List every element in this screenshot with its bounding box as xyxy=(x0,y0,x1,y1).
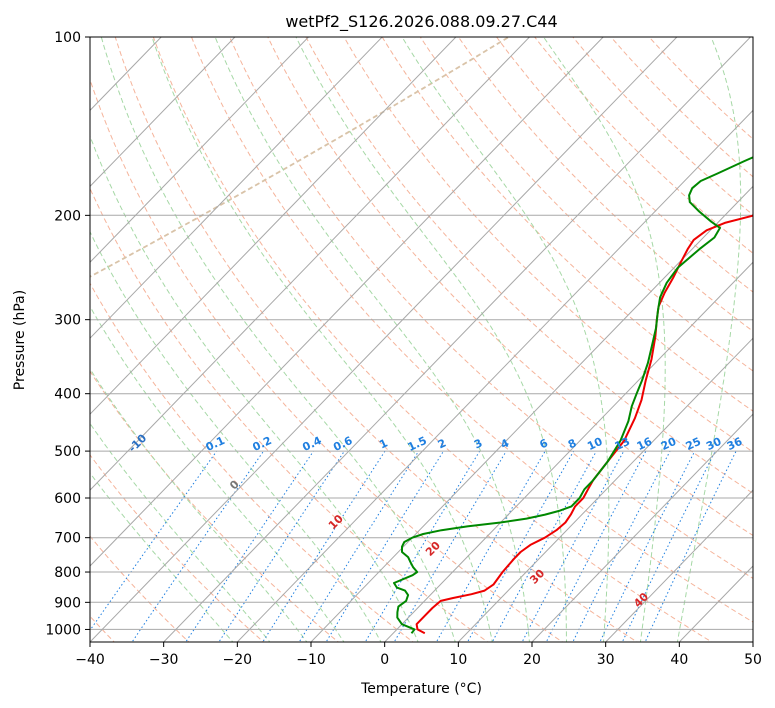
profiles xyxy=(393,156,753,635)
x-tick-label: −20 xyxy=(223,652,253,668)
mixing-ratio-line xyxy=(393,450,507,642)
dry-adiabat xyxy=(114,37,639,642)
dry-adiabats xyxy=(90,37,753,642)
dry-adiabat xyxy=(190,37,753,623)
x-tick-label: −30 xyxy=(149,652,179,668)
isotherm xyxy=(531,413,753,642)
dry-adiabat xyxy=(457,37,753,332)
isotherm xyxy=(90,37,678,642)
y-axis: 100 200 300 400 500 600 700 800 900 1000 xyxy=(45,30,90,638)
dry-adiabat xyxy=(229,37,753,579)
x-tick-label: −40 xyxy=(75,652,105,668)
profile-line xyxy=(393,156,753,634)
y-tick-label: 500 xyxy=(54,444,81,460)
isotherm xyxy=(310,185,753,642)
y-tick-label: 300 xyxy=(54,313,81,329)
mixing-ratio-line xyxy=(90,450,218,632)
y-tick-label: 100 xyxy=(54,30,81,46)
isotherms xyxy=(90,37,753,642)
isotherm xyxy=(605,489,753,642)
moist-adiabat xyxy=(90,422,271,642)
isotherm xyxy=(90,37,383,339)
isotherm xyxy=(90,37,604,567)
chart-title: wetPf2_S126.2026.088.09.27.C44 xyxy=(285,12,557,32)
mixing-ratio-line xyxy=(218,450,345,642)
isotherm xyxy=(163,37,751,642)
dry-adiabat xyxy=(419,37,753,372)
x-tick-label: 40 xyxy=(670,652,688,668)
isotherm xyxy=(90,37,236,188)
x-tick-label: 20 xyxy=(523,652,541,668)
y-axis-label: Pressure (hPa) xyxy=(12,290,28,390)
mixing-ratio-label: 36 xyxy=(725,435,745,453)
y-tick-label: 800 xyxy=(54,565,81,581)
x-tick-label: 30 xyxy=(597,652,615,668)
dry-adiabat xyxy=(305,37,753,494)
plot-frame xyxy=(89,36,754,643)
dry-adiabat xyxy=(267,37,753,537)
mixing-ratio-line xyxy=(131,450,265,642)
x-tick-label: 0 xyxy=(380,652,389,668)
dry-adiabat xyxy=(610,37,753,178)
y-tick-label: 700 xyxy=(54,531,81,547)
x-tick-label: 10 xyxy=(449,652,467,668)
x-axis: −40 −30 −20 −10 0 10 20 30 40 50 xyxy=(75,642,762,668)
isotherm xyxy=(457,337,753,642)
isotherm xyxy=(384,261,753,642)
dry-adiabat xyxy=(90,370,340,642)
mixing-ratio-line xyxy=(491,450,597,642)
mixing-ratio-line xyxy=(435,450,546,642)
dry-adiabat xyxy=(381,37,753,412)
mixing-ratio-line xyxy=(466,450,575,642)
dry-adiabat xyxy=(534,37,753,254)
y-tick-label: 200 xyxy=(54,208,81,224)
mixing-ratio-label: 10 xyxy=(585,435,605,453)
y-tick-label: 1000 xyxy=(45,622,81,638)
isotherm xyxy=(236,109,753,642)
dry-adiabat xyxy=(90,78,564,642)
mixing-ratio-line xyxy=(521,450,625,642)
y-tick-label: 400 xyxy=(54,387,81,403)
profile-line xyxy=(415,214,753,635)
mixing-ratio-line xyxy=(325,450,444,642)
moist-adiabat xyxy=(90,134,419,642)
mixing-ratio-label: 30 xyxy=(704,435,724,453)
mixing-ratio-label: 13 xyxy=(613,435,632,453)
isotherm xyxy=(90,37,530,491)
moist-adiabat xyxy=(90,368,308,642)
x-axis-label: Temperature (°C) xyxy=(360,681,482,697)
x-tick-label: −10 xyxy=(296,652,326,668)
isotherm xyxy=(90,37,309,263)
mixing-ratio-label: 25 xyxy=(684,435,703,453)
mixing-ratio-line xyxy=(572,450,671,642)
mixing-ratio-label: 16 xyxy=(635,435,655,453)
isotherm xyxy=(90,37,457,415)
x-tick-label: 50 xyxy=(744,652,762,668)
mixing-ratio-label: 20 xyxy=(659,435,679,453)
mixing-ratio-line xyxy=(364,450,481,642)
dry-adiabat xyxy=(90,454,265,642)
y-tick-label: 600 xyxy=(54,491,81,507)
isobars xyxy=(90,37,753,630)
y-tick-label: 900 xyxy=(54,595,81,611)
dry-adiabat xyxy=(152,37,713,642)
dry-adiabat xyxy=(343,37,753,453)
